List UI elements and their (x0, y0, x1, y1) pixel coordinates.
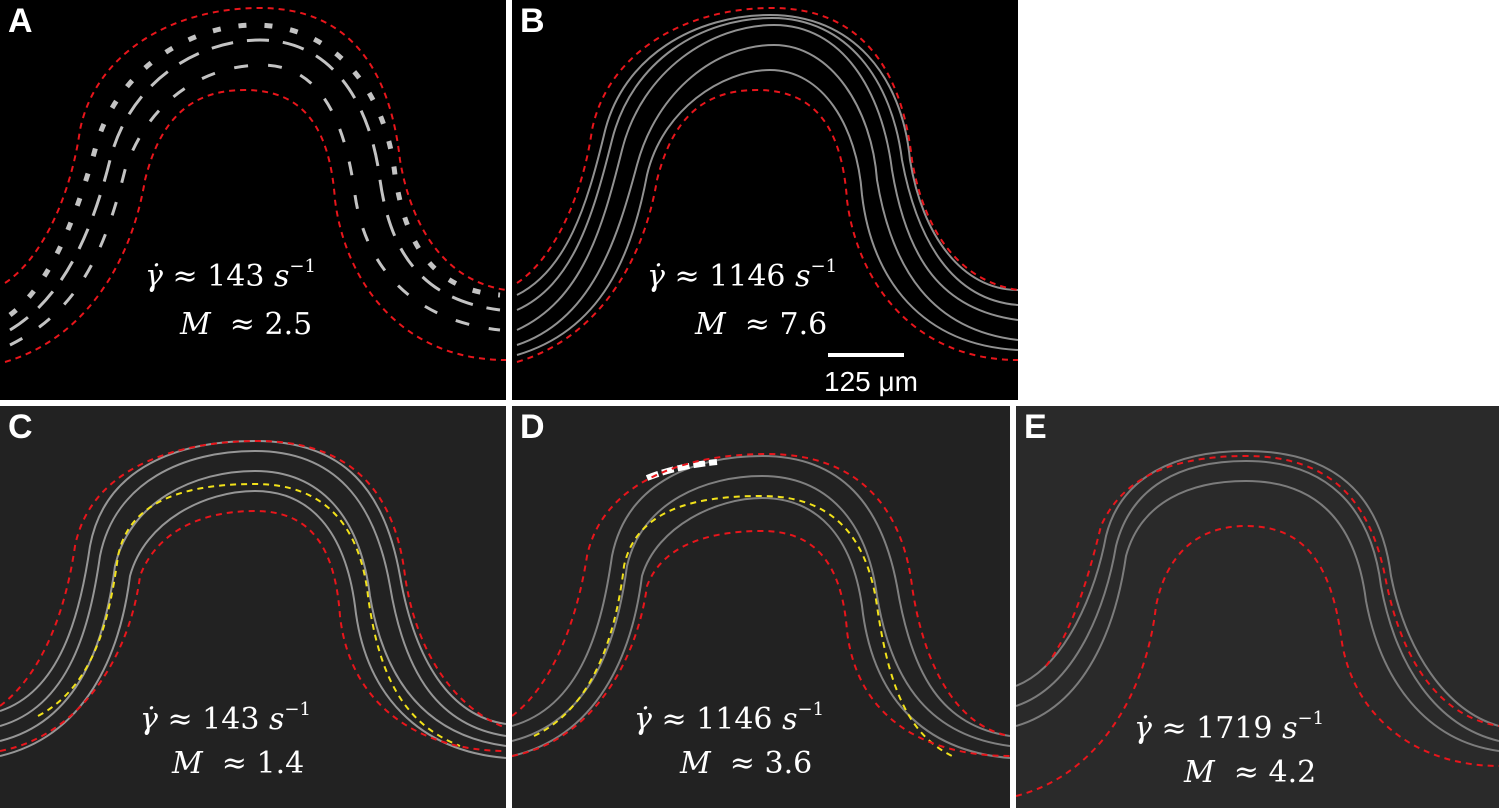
m-value-label: M ≈ 1.4 (172, 746, 305, 781)
channel-image-b (516, 6, 1018, 363)
channel-image-d (512, 452, 1010, 759)
m-value-label: M ≈ 2.5 (180, 307, 313, 342)
panel-d: D γ̇ ≈ 1146 s−1 M ≈ 3.6 (512, 406, 1010, 808)
channel-image-c (0, 439, 506, 759)
m-value-label: M ≈ 3.6 (680, 746, 813, 781)
m-value-label: M ≈ 7.6 (695, 307, 828, 342)
shear-rate-label: γ̇ ≈ 1146 s−1 (647, 256, 838, 294)
channel-image-e (1016, 449, 1499, 797)
shear-rate-label: γ̇ ≈ 143 s−1 (140, 699, 311, 737)
panel-e: E γ̇ ≈ 1719 s−1 M ≈ 4.2 (1016, 406, 1499, 808)
shear-rate-label: γ̇ ≈ 1146 s−1 (634, 699, 825, 737)
panel-c: C γ̇ ≈ 143 s−1 M ≈ 1.4 (0, 406, 506, 808)
scale-bar-label: 125 μm (824, 366, 918, 397)
panel-label: C (8, 408, 33, 446)
panel-label: E (1024, 408, 1047, 446)
channel-image-a (4, 6, 506, 363)
m-value-label: M ≈ 4.2 (1184, 755, 1317, 790)
panel-a: A γ̇ ≈ 143 s−1 M ≈ 2.5 (0, 0, 506, 400)
panel-label: B (520, 2, 545, 40)
panel-label: D (520, 408, 545, 446)
panel-b: B γ̇ ≈ 1146 s−1 M ≈ 7.6 125 μm (512, 0, 1018, 400)
shear-rate-label: γ̇ ≈ 1719 s−1 (1134, 708, 1325, 746)
panel-label: A (8, 2, 33, 40)
shear-rate-label: γ̇ ≈ 143 s−1 (145, 256, 316, 294)
